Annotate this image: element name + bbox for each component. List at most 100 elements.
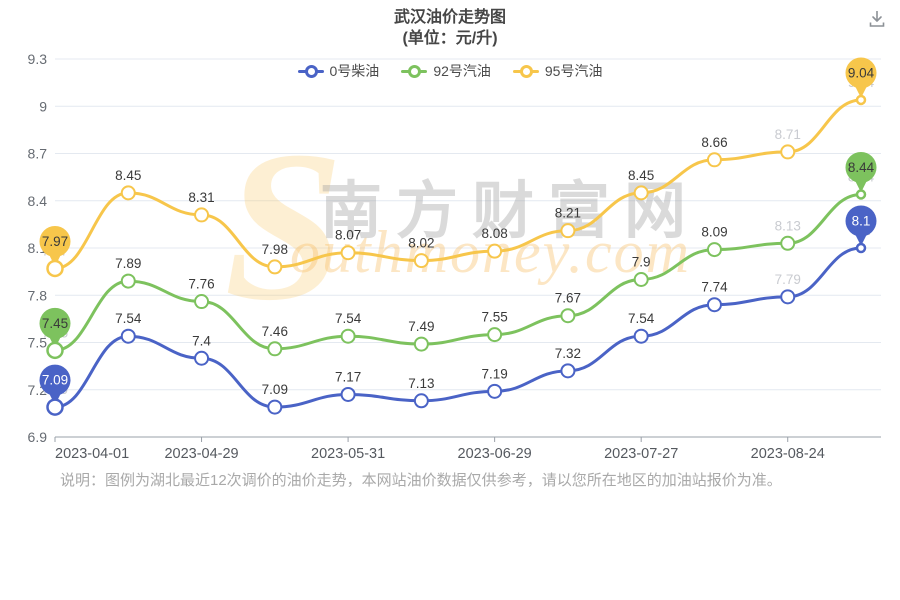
legend-item-0号柴油[interactable]: 0号柴油 [297, 61, 380, 81]
data-point-marker [267, 399, 283, 415]
data-point-label: 8.07 [335, 228, 361, 243]
legend-item-95号汽油[interactable]: 95号汽油 [512, 61, 603, 81]
x-axis-tick-label: 2023-04-29 [164, 446, 238, 462]
data-point-label: 7.9 [632, 255, 651, 270]
balloon-value-label: 8.1 [852, 214, 871, 229]
price-trend-chart: 7.09 7.54 7.4 7.09 7.17 7.13 7.19 7.32 7.54 7.74 7… [39, 57, 877, 416]
data-point-label: 7.46 [262, 324, 288, 339]
data-point-label: 8.45 [115, 168, 141, 183]
y-axis-tick-label: 8.7 [28, 146, 48, 162]
balloon-marker-0号柴油: 7.09 [39, 364, 71, 416]
data-point-label: 7.32 [555, 346, 581, 361]
data-point-marker [340, 328, 356, 344]
data-point-label: 8.13 [775, 218, 801, 233]
data-point-label: 8.66 [701, 135, 727, 150]
data-point-marker [194, 294, 210, 310]
data-point-marker [560, 308, 576, 324]
legend-label: 95号汽油 [544, 63, 603, 79]
series-92号汽油 [53, 192, 863, 357]
x-axis-tick-label: 2023-04-01 [55, 446, 129, 462]
data-point-marker [855, 94, 867, 106]
chart-legend: 0号柴油 92号汽油 95号汽油 [0, 61, 900, 81]
data-point-marker [267, 341, 283, 357]
balloon-marker-92号汽油: 7.45 [39, 307, 71, 360]
balloon-value-label: 9.04 [848, 65, 875, 80]
data-point-marker [780, 235, 796, 251]
y-axis-tick-label: 7.5 [28, 335, 48, 351]
legend-line-circle-icon [401, 64, 428, 78]
balloon-marker-0号柴油: 8.1 [845, 205, 877, 254]
legend-item-92号汽油[interactable]: 92号汽油 [401, 61, 491, 81]
data-point-label: 7.13 [408, 376, 434, 391]
series-95号汽油 [53, 98, 863, 275]
data-point-marker [855, 242, 867, 254]
page-subtitle: (单位：元/升) [402, 30, 498, 47]
data-point-label: 8.45 [628, 168, 654, 183]
data-point-marker [780, 289, 796, 305]
x-axis-tick-label: 2023-08-24 [751, 446, 825, 462]
data-point-marker [560, 363, 576, 379]
download-icon [869, 11, 885, 27]
data-point-label: 7.54 [628, 311, 655, 326]
series-line [53, 192, 863, 352]
data-point-label: 7.4 [192, 333, 211, 348]
data-point-marker [780, 144, 796, 160]
y-axis-tick-label: 9.3 [28, 51, 48, 67]
x-axis-tick-label: 2023-05-31 [311, 446, 385, 462]
data-point-label: 8.08 [481, 226, 507, 241]
data-point-marker [340, 386, 356, 402]
data-point-marker [120, 185, 136, 201]
balloon-value-label: 8.44 [848, 160, 875, 175]
balloon-marker-95号汽油: 7.97 [39, 225, 71, 278]
data-point-label: 7.67 [555, 291, 581, 306]
balloon-value-label: 7.09 [42, 373, 68, 388]
data-point-label: 7.89 [115, 256, 141, 271]
data-point-marker [413, 253, 429, 269]
data-point-marker [120, 328, 136, 344]
legend-label: 92号汽油 [433, 63, 491, 79]
disclaimer-text: 说明：图例为湖北最近12次调价的油价走势，本网站油价数据仅供参考，请以您所在地区… [60, 472, 782, 489]
balloon-value-label: 7.97 [42, 234, 68, 249]
data-point-marker [706, 297, 722, 313]
data-point-label: 8.02 [408, 236, 434, 251]
data-point-marker [267, 259, 283, 275]
legend-line-circle-icon [512, 64, 539, 78]
data-point-label: 8.31 [188, 190, 214, 205]
data-point-marker [120, 273, 136, 289]
data-point-marker [194, 207, 210, 223]
data-point-label: 7.09 [262, 382, 288, 397]
data-point-marker [855, 189, 867, 200]
data-point-label: 7.55 [481, 310, 507, 325]
download-button[interactable] [866, 8, 888, 30]
x-axis-tick-label: 2023-06-29 [458, 446, 532, 462]
data-point-label: 7.19 [481, 366, 507, 381]
data-point-marker [706, 242, 722, 258]
data-point-marker [633, 272, 649, 287]
series-line [53, 246, 863, 409]
data-point-marker [633, 328, 649, 344]
data-point-label: 7.54 [115, 311, 142, 326]
data-point-label: 7.74 [701, 280, 728, 295]
data-point-label: 7.49 [408, 319, 434, 334]
data-point-marker [46, 341, 64, 360]
data-point-marker [487, 327, 503, 343]
data-point-marker [487, 383, 503, 399]
balloon-value-label: 7.45 [42, 316, 68, 331]
data-point-label: 8.21 [555, 206, 581, 221]
data-point-marker [194, 350, 210, 366]
data-point-marker [487, 243, 503, 259]
data-point-marker [413, 393, 429, 409]
series-line [53, 98, 863, 270]
data-point-marker [706, 152, 722, 168]
data-point-label: 8.09 [701, 225, 727, 240]
data-point-marker [633, 185, 649, 201]
data-point-marker [413, 336, 429, 352]
legend-line-circle-icon [297, 64, 324, 78]
balloon-marker-95号汽油: 9.04 [845, 57, 877, 106]
data-point-label: 7.17 [335, 369, 361, 384]
y-axis-tick-label: 9 [39, 98, 47, 114]
legend-label: 0号柴油 [329, 63, 380, 79]
y-axis-tick-label: 7.8 [28, 287, 48, 303]
page-title: 武汉油价走势图 [393, 9, 506, 26]
page-title-block: 武汉油价走势图 (单位：元/升) [0, 7, 900, 49]
